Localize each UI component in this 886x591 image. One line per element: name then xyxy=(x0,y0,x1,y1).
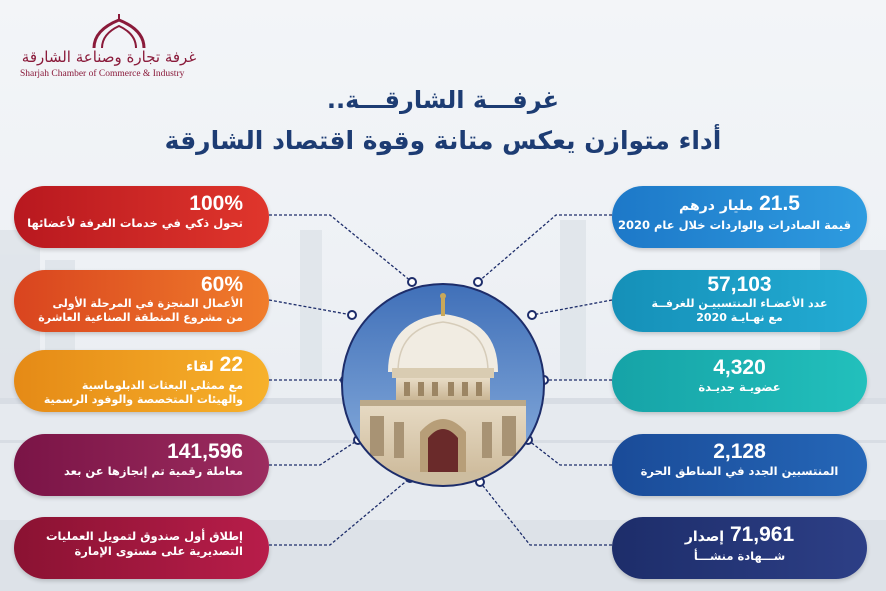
stat-description-line2: من مشروع المنطقة الصناعية العاشرة xyxy=(38,311,243,324)
stat-certificates-of-origin: 71,961 إصدار شـــهادة منشـــأ xyxy=(612,517,867,579)
page-title: غرفـــة الشارقـــة.. xyxy=(326,86,560,114)
stat-value: 4,320 xyxy=(713,356,766,379)
stat-new-memberships: 4,320 عضويـة جديـدة xyxy=(612,350,867,412)
stat-description: معاملة رقمية تم إنجازها عن بعد xyxy=(63,464,243,478)
stat-description-line1: إطلاق أول صندوق لتمويل العمليات xyxy=(46,529,243,543)
stat-free-zone-members: 2,128 المنتسبين الجدد في المناطق الحرة xyxy=(612,434,867,496)
stat-meetings: 22 لقاء مع ممثلي البعثات الدبلوماسية وال… xyxy=(14,350,269,412)
page-subtitle: أداء متوازن يعكس متانة وقوة اقتصاد الشار… xyxy=(164,126,722,155)
stat-description: تحول ذكي في خدمات الغرفة لأعضائها xyxy=(27,216,243,230)
stat-description: عضويـة جديـدة xyxy=(698,380,781,394)
stat-unit: مليار درهم xyxy=(679,198,754,214)
chamber-building-photo xyxy=(341,283,545,487)
stat-unit: إصدار xyxy=(684,529,725,545)
stat-value: 60% xyxy=(200,273,243,296)
stat-description-line1: عدد الأعضـاء المنتسبيـن للغرفــة xyxy=(651,297,828,310)
stat-description: قيمة الصادرات والواردات خلال عام 2020 xyxy=(617,218,851,232)
stat-description-line2: والهيئات المتخصصة والوفود الرسمية xyxy=(43,393,243,406)
stat-export-fund: إطلاق أول صندوق لتمويل العمليات التصديري… xyxy=(14,517,269,579)
stat-description-line1: مع ممثلي البعثات الدبلوماسية xyxy=(81,379,243,392)
stat-trade-value: 21.5 مليار درهم قيمة الصادرات والواردات … xyxy=(612,186,867,248)
stat-description-line2: مع نهـايـة 2020 xyxy=(696,311,783,324)
stat-description-line2: التصديرية على مستوى الإمارة xyxy=(74,544,243,558)
stat-smart-transformation: 100% تحول ذكي في خدمات الغرفة لأعضائها xyxy=(14,186,269,248)
stat-value: 141,596 xyxy=(167,440,243,463)
logo-english-text: Sharjah Chamber of Commerce & Industry xyxy=(20,69,185,79)
stat-members: 57,103 عدد الأعضـاء المنتسبيـن للغرفــة … xyxy=(612,270,867,332)
stat-industrial-area-progress: 60% الأعمال المنجزة في المرحلة الأولى من… xyxy=(14,270,269,332)
stat-value: 21.5 xyxy=(759,192,800,215)
stat-value: 22 xyxy=(219,353,243,376)
stat-value: 57,103 xyxy=(707,273,772,296)
stat-value: 71,961 xyxy=(729,523,795,546)
stat-unit: لقاء xyxy=(186,359,214,375)
stat-value: 2,128 xyxy=(713,440,766,463)
stat-description: شـــهادة منشـــأ xyxy=(693,549,786,563)
stat-value: 100% xyxy=(189,192,243,215)
dome-logo-icon xyxy=(92,14,146,49)
chamber-logo: غرفة تجارة وصناعة الشارقة Sharjah Chambe… xyxy=(14,12,204,82)
stat-description: المنتسبين الجدد في المناطق الحرة xyxy=(640,464,839,478)
stat-digital-transactions: 141,596 معاملة رقمية تم إنجازها عن بعد xyxy=(14,434,269,496)
logo-arabic-text: غرفة تجارة وصناعة الشارقة xyxy=(21,48,197,66)
stat-description-line1: الأعمال المنجزة في المرحلة الأولى xyxy=(52,297,243,310)
